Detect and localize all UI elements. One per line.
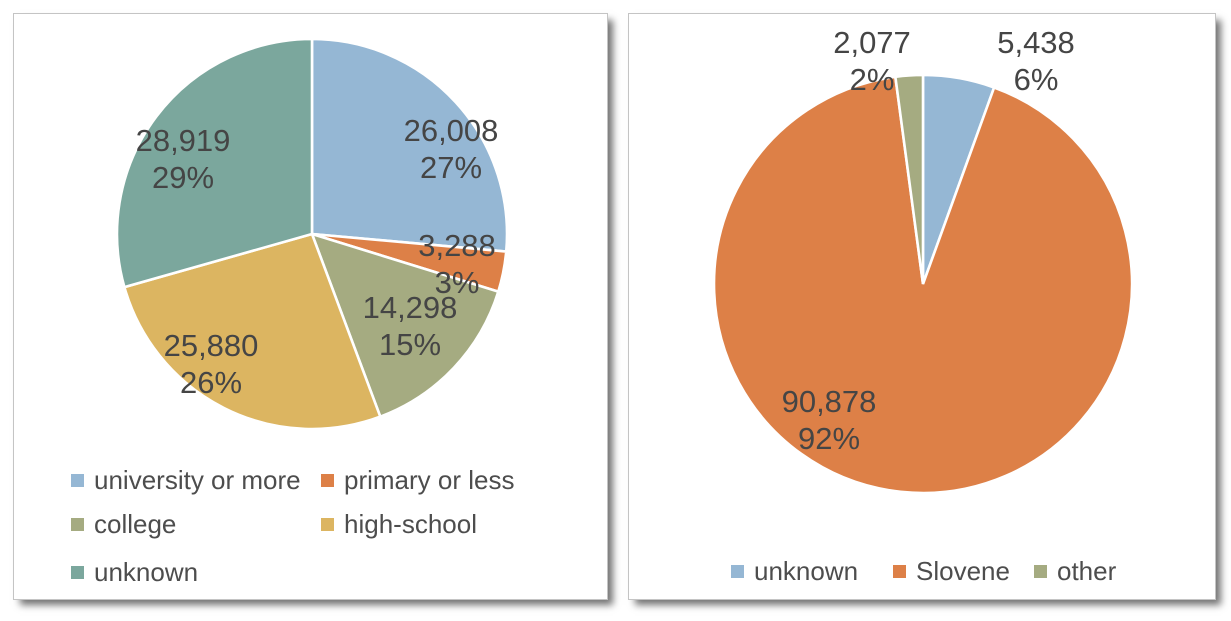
color-swatch-icon (731, 564, 744, 578)
pie-slice-slovene[interactable] (712, 75, 1134, 495)
legend-label: unknown (754, 556, 859, 586)
color-swatch-icon (71, 565, 84, 579)
color-swatch-icon (321, 517, 334, 531)
pie-slice-other[interactable] (893, 73, 925, 285)
pie-slice-high-school[interactable] (122, 232, 382, 431)
legend-item-unknown[interactable]: unknown (71, 558, 198, 586)
legend-item-university-or-more[interactable]: university or more (71, 466, 301, 494)
legend-label: primary or less (344, 465, 515, 495)
legend-item-high-school[interactable]: high-school (321, 510, 477, 538)
legend-label: Slovene (916, 556, 1010, 586)
legend-item-college[interactable]: college (71, 510, 176, 538)
pie-slice-unknown[interactable] (115, 37, 314, 289)
pie-slice-college[interactable] (309, 231, 500, 419)
color-swatch-icon (71, 473, 84, 487)
language-pie (712, 73, 1134, 495)
legend-item-other[interactable]: other (1034, 557, 1116, 585)
legend-item-slovene[interactable]: Slovene (893, 557, 1010, 585)
legend-label: high-school (344, 509, 477, 539)
education-pie-chart-panel[interactable]: 26,008 27% 3,288 3% 14,298 15% 25,880 26% 28,919… (13, 13, 608, 600)
color-swatch-icon (1034, 564, 1047, 578)
pie-slice-university-or-more[interactable] (310, 37, 509, 253)
color-swatch-icon (321, 473, 334, 487)
legend-label: other (1057, 556, 1117, 586)
color-swatch-icon (71, 517, 84, 531)
legend-label: college (94, 509, 177, 539)
legend-label: university or more (94, 465, 301, 495)
legend-item-primary-or-less[interactable]: primary or less (321, 466, 514, 494)
education-pie (115, 37, 509, 431)
color-swatch-icon (893, 564, 906, 578)
language-pie-chart-panel[interactable]: 5,438 6% 90,878 92% 2,077 2% unknown Slovene oth… (628, 13, 1216, 600)
legend-item-unknown[interactable]: unknown (731, 557, 858, 585)
legend-label: unknown (94, 557, 199, 587)
